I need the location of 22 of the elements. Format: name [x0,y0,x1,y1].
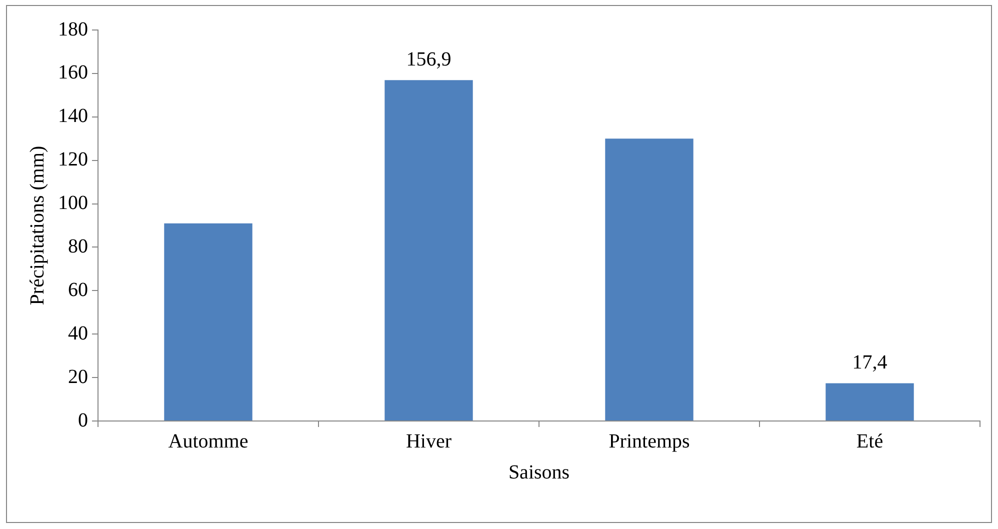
bar [384,80,473,420]
y-tick-label: 120 [58,148,88,171]
y-tick-label: 0 [78,409,88,432]
y-tick-label: 100 [58,192,88,214]
y-tick-label: 40 [68,322,88,344]
bar [164,223,252,420]
y-tick-label: 160 [58,62,88,84]
bar [826,383,914,420]
y-tick-label: 60 [68,278,88,301]
x-tick-label: Printemps [608,430,690,452]
data-label: 17,4 [852,351,888,374]
data-label: 156,9 [406,48,452,70]
x-tick-label: Eté [856,430,884,452]
y-axis-title: Précipitations (mm) [26,146,48,306]
x-tick-label: Hiver [406,430,452,452]
y-tick-label: 140 [58,105,88,128]
x-tick-label: Automme [168,430,248,452]
y-tick-label: 180 [58,18,88,40]
bar [605,138,694,420]
x-axis-title: Saisons [508,461,570,484]
y-tick-label: 20 [68,366,88,388]
y-tick-label: 80 [68,235,88,258]
